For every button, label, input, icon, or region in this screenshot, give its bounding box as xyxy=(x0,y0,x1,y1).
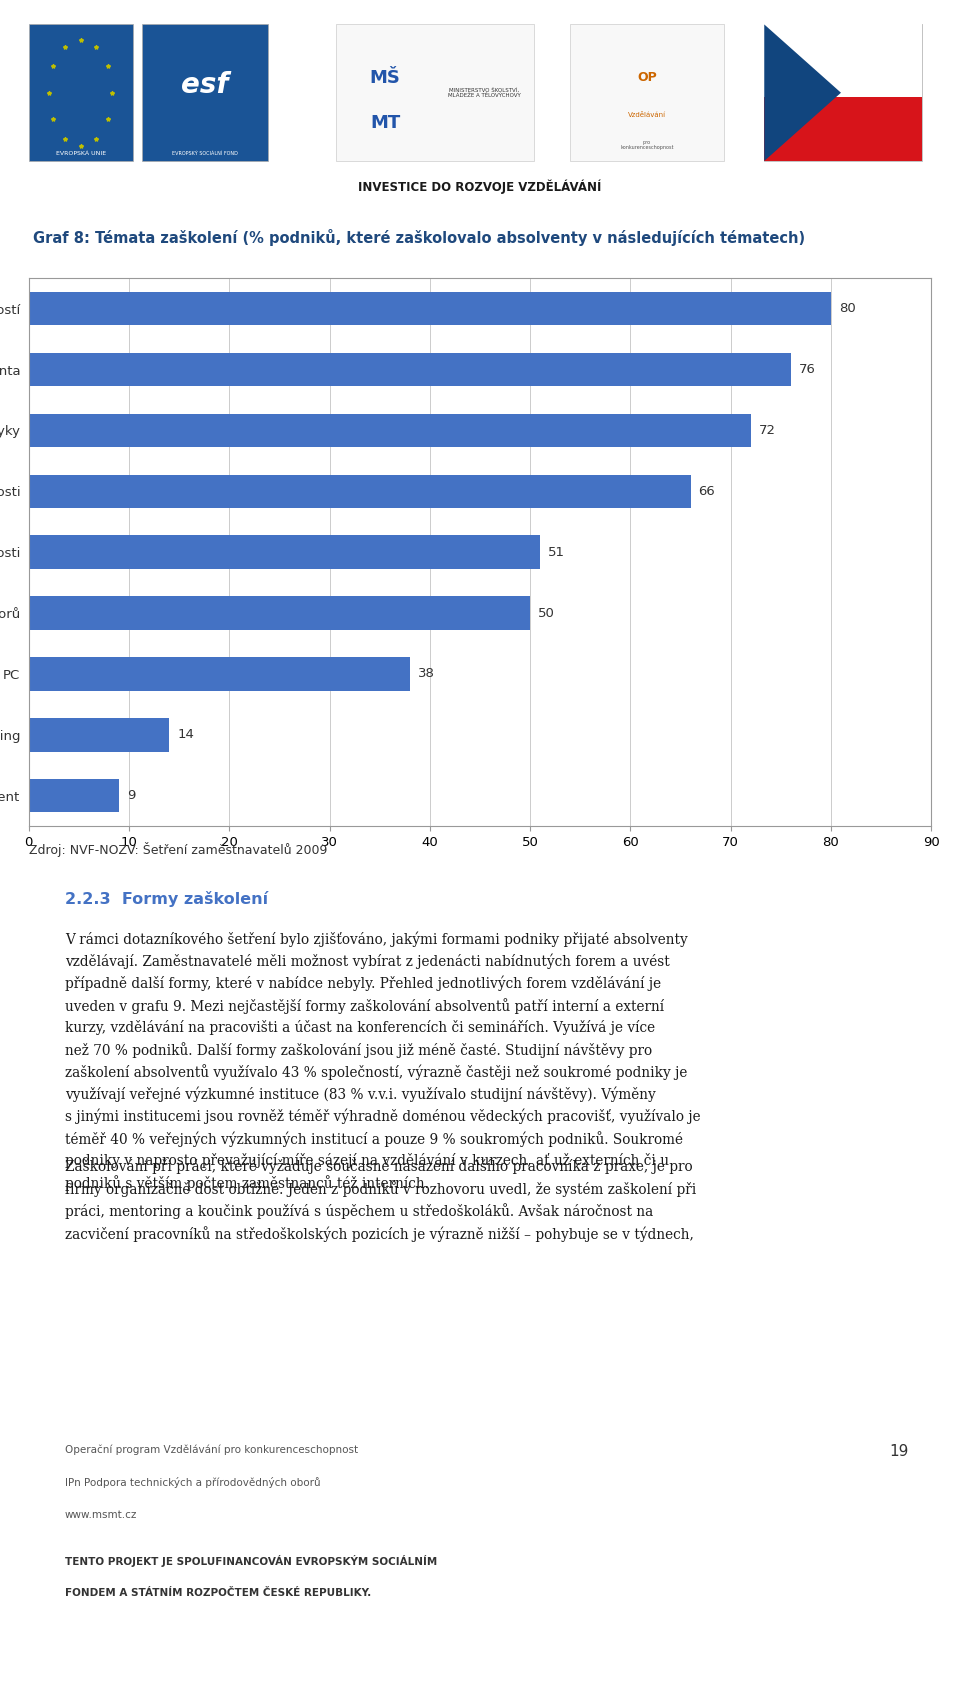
Text: Graf 8: Témata zaškolení (% podniků, které zaškolovalo absolventy v následujícíc: Graf 8: Témata zaškolení (% podniků, kte… xyxy=(34,229,805,246)
Text: FONDEM A STÁTNÍM ROZPOČTEM ČESKÉ REPUBLIKY.: FONDEM A STÁTNÍM ROZPOČTEM ČESKÉ REPUBLI… xyxy=(65,1588,372,1598)
Text: 76: 76 xyxy=(799,362,816,376)
Bar xyxy=(29,779,119,813)
Text: MT: MT xyxy=(371,115,400,132)
Bar xyxy=(29,718,169,752)
FancyBboxPatch shape xyxy=(570,24,724,160)
FancyBboxPatch shape xyxy=(29,24,132,160)
FancyBboxPatch shape xyxy=(336,24,534,160)
Text: EVROPSKÝ SOCIÁLNÍ FOND: EVROPSKÝ SOCIÁLNÍ FOND xyxy=(172,152,238,157)
Text: 9: 9 xyxy=(127,789,135,803)
Text: Zaškolování při práci, které vyžaduje současné nasazení dalšího pracovníka z pra: Zaškolování při práci, které vyžaduje so… xyxy=(65,1160,696,1243)
Text: 72: 72 xyxy=(758,423,776,437)
Text: MINISTERSTVO ŠKOLSTVÍ,
MLÁDEŽE A TĚLOVÝCHOVY: MINISTERSTVO ŠKOLSTVÍ, MLÁDEŽE A TĚLOVÝC… xyxy=(448,88,521,98)
Bar xyxy=(29,597,530,631)
FancyBboxPatch shape xyxy=(764,24,923,96)
Text: 51: 51 xyxy=(548,546,565,558)
Text: TENTO PROJEKT JE SPOLUFINANCOVÁN EVROPSKÝM SOCIÁLNÍM: TENTO PROJEKT JE SPOLUFINANCOVÁN EVROPSK… xyxy=(65,1556,437,1568)
Text: esf: esf xyxy=(181,71,228,99)
Bar xyxy=(29,292,831,325)
Text: V rámci dotazníkového šetření bylo zjišťováno, jakými formami podniky přijaté ab: V rámci dotazníkového šetření bylo zjišť… xyxy=(65,932,701,1190)
Text: Operační program Vzdělávání pro konkurenceschopnost: Operační program Vzdělávání pro konkuren… xyxy=(65,1445,358,1455)
Text: www.msmt.cz: www.msmt.cz xyxy=(65,1511,137,1521)
FancyBboxPatch shape xyxy=(142,24,268,160)
Text: Zdroj: NVF-NOZV: Šetření zaměstnavatelů 2009: Zdroj: NVF-NOZV: Šetření zaměstnavatelů … xyxy=(29,843,327,856)
Text: pro
konkurenceschopnost: pro konkurenceschopnost xyxy=(620,140,674,150)
Text: Vzdělávání: Vzdělávání xyxy=(628,113,666,118)
FancyBboxPatch shape xyxy=(764,24,923,160)
Bar xyxy=(29,536,540,568)
FancyBboxPatch shape xyxy=(764,96,923,160)
Text: 14: 14 xyxy=(178,728,194,742)
Text: EVROPSKÁ UNIE: EVROPSKÁ UNIE xyxy=(56,152,106,157)
Text: INVESTICE DO ROZVOJE VZDĚLÁVÁNÍ: INVESTICE DO ROZVOJE VZDĚLÁVÁNÍ xyxy=(358,180,602,194)
Bar xyxy=(29,474,690,507)
Text: 66: 66 xyxy=(699,486,715,497)
Text: 2.2.3  Formy zaškolení: 2.2.3 Formy zaškolení xyxy=(65,890,268,907)
Bar xyxy=(29,413,751,447)
Text: 19: 19 xyxy=(889,1445,908,1458)
Bar xyxy=(29,352,791,386)
Text: MŠ: MŠ xyxy=(370,69,400,86)
Text: 50: 50 xyxy=(539,607,555,619)
Text: IPn Podpora technických a přírodovědných oborů: IPn Podpora technických a přírodovědných… xyxy=(65,1477,321,1489)
Text: 80: 80 xyxy=(839,302,855,315)
Polygon shape xyxy=(764,24,841,160)
Bar xyxy=(29,658,410,691)
Text: OP: OP xyxy=(637,71,657,84)
Text: 38: 38 xyxy=(418,668,435,681)
